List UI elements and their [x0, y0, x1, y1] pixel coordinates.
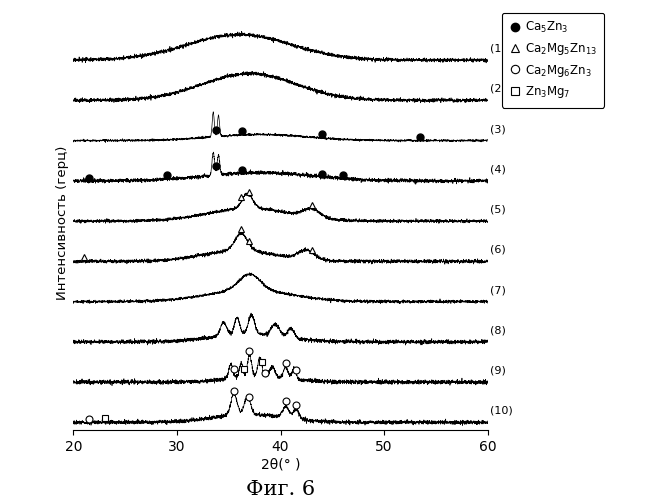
Y-axis label: Интенсивность (герц): Интенсивность (герц): [56, 146, 69, 300]
Text: (2): (2): [490, 84, 506, 94]
Text: (4): (4): [490, 164, 506, 174]
Text: (9): (9): [490, 366, 506, 376]
Text: (1): (1): [490, 44, 506, 54]
Text: Фиг. 6: Фиг. 6: [246, 480, 315, 499]
Text: (6): (6): [490, 245, 506, 255]
X-axis label: 2θ(° ): 2θ(° ): [261, 458, 301, 472]
Text: (10): (10): [490, 406, 512, 416]
Text: (3): (3): [490, 124, 506, 134]
Text: (7): (7): [490, 285, 506, 295]
Text: (5): (5): [490, 204, 506, 214]
Legend: Ca$_5$Zn$_3$, Ca$_2$Mg$_5$Zn$_{13}$, Ca$_2$Mg$_6$Zn$_3$, Zn$_3$Mg$_7$: Ca$_5$Zn$_3$, Ca$_2$Mg$_5$Zn$_{13}$, Ca$…: [502, 12, 605, 108]
Text: (8): (8): [490, 326, 506, 336]
